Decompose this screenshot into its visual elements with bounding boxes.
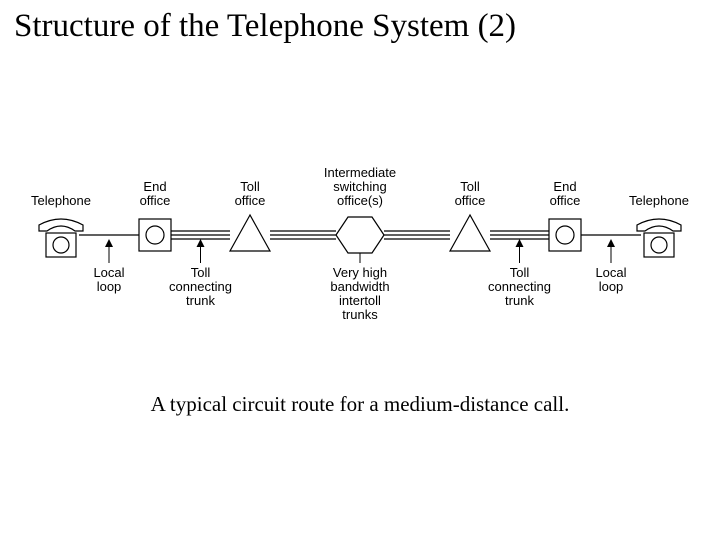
- svg-text:Toll: Toll: [510, 265, 530, 280]
- svg-text:intertoll: intertoll: [339, 293, 381, 308]
- svg-text:trunks: trunks: [342, 307, 378, 322]
- svg-text:Toll: Toll: [240, 179, 260, 194]
- svg-text:office(s): office(s): [337, 193, 383, 208]
- svg-text:Intermediate: Intermediate: [324, 165, 396, 180]
- svg-text:Local: Local: [595, 265, 626, 280]
- svg-text:trunk: trunk: [505, 293, 534, 308]
- svg-text:End: End: [143, 179, 166, 194]
- svg-text:office: office: [455, 193, 486, 208]
- svg-text:Very high: Very high: [333, 265, 387, 280]
- svg-text:trunk: trunk: [186, 293, 215, 308]
- svg-text:Toll: Toll: [191, 265, 211, 280]
- svg-text:connecting: connecting: [488, 279, 551, 294]
- svg-text:switching: switching: [333, 179, 386, 194]
- svg-text:office: office: [550, 193, 581, 208]
- svg-text:office: office: [140, 193, 171, 208]
- svg-text:End: End: [553, 179, 576, 194]
- svg-text:Local: Local: [93, 265, 124, 280]
- svg-text:Telephone: Telephone: [629, 193, 689, 208]
- telephone-system-diagram: LocalloopTollconnectingtrunkVery highban…: [25, 140, 695, 350]
- svg-text:office: office: [235, 193, 266, 208]
- svg-text:loop: loop: [599, 279, 624, 294]
- caption: A typical circuit route for a medium-dis…: [0, 392, 720, 417]
- svg-text:connecting: connecting: [169, 279, 232, 294]
- svg-text:Telephone: Telephone: [31, 193, 91, 208]
- page-title: Structure of the Telephone System (2): [14, 8, 516, 45]
- svg-text:Toll: Toll: [460, 179, 480, 194]
- svg-text:bandwidth: bandwidth: [330, 279, 389, 294]
- svg-text:loop: loop: [97, 279, 122, 294]
